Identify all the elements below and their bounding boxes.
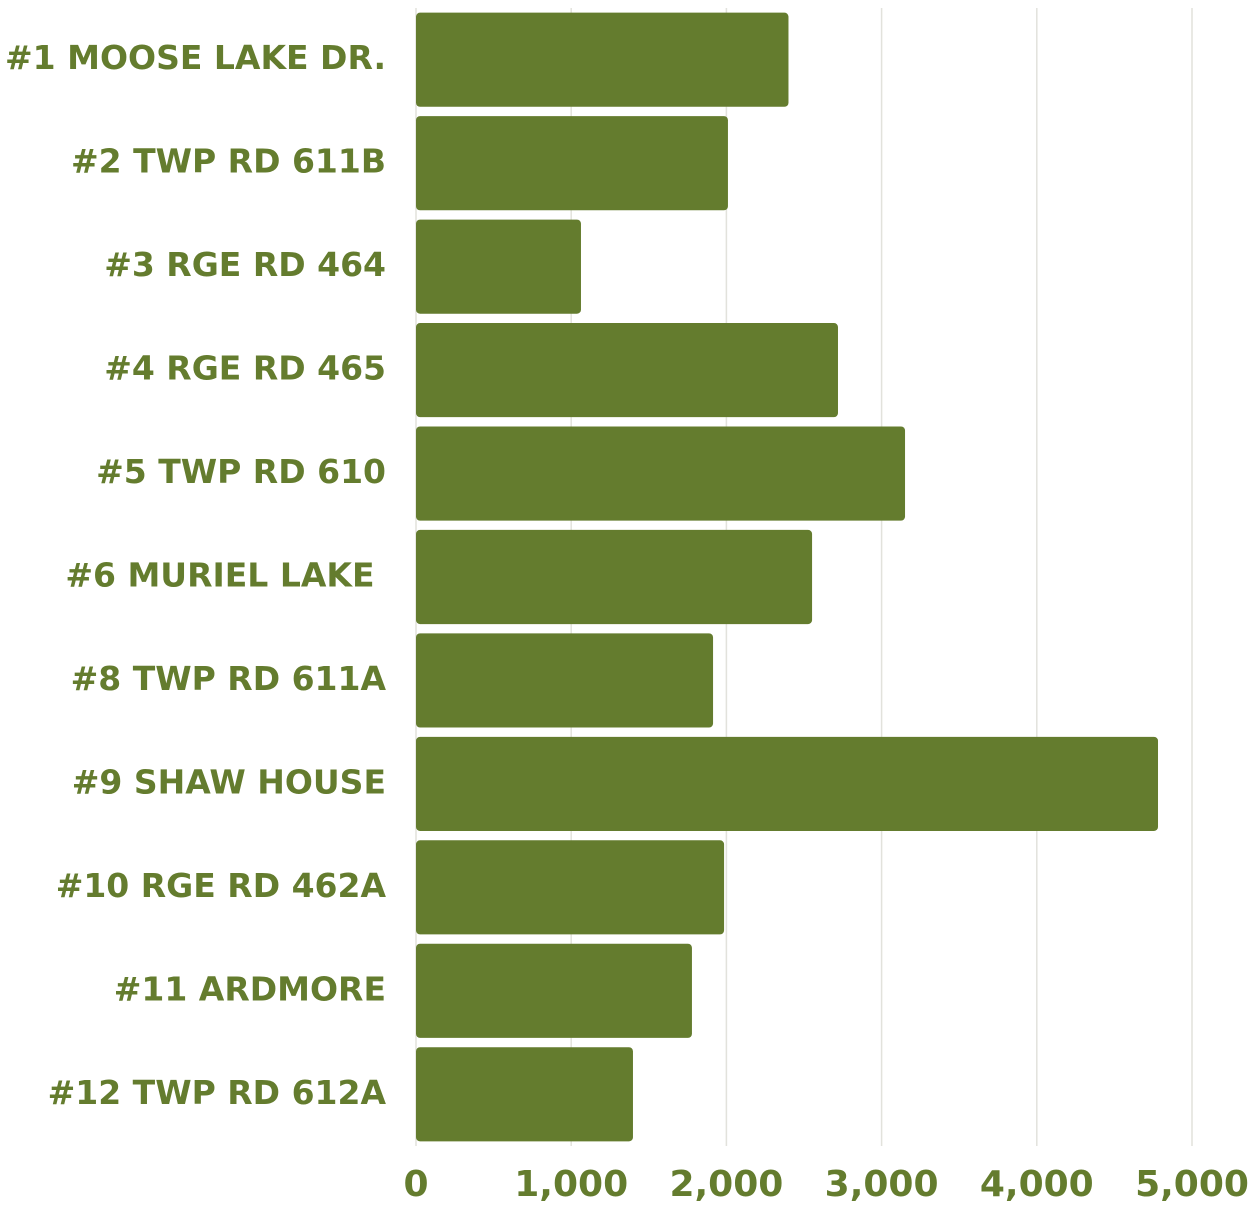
y-tick-label: #2 TWP RD 611B [71,142,386,181]
x-tick-label: 2,000 [669,1164,783,1205]
y-tick-label: #9 SHAW HOUSE [72,762,386,801]
x-tick-label: 0 [403,1164,428,1205]
y-tick-label: #1 MOOSE LAKE DR. [5,38,386,77]
bar [416,633,714,728]
y-tick-label: #6 MURIEL LAKE [65,556,386,595]
y-tick-label: #5 TWP RD 610 [96,452,386,491]
y-tick-label: #4 RGE RD 465 [104,349,386,388]
bar [416,943,692,1038]
bar [416,116,728,211]
x-tick-label: 1,000 [514,1164,628,1205]
bar [416,840,725,935]
bar [416,736,1159,831]
bar [416,426,906,521]
y-tick-label: #3 RGE RD 464 [104,245,386,284]
y-tick-label: #11 ARDMORE [114,969,386,1008]
x-tick-label: 4,000 [980,1164,1094,1205]
x-tick-label: 5,000 [1135,1164,1249,1205]
bar [416,529,813,625]
y-tick-label: #10 RGE RD 462A [56,866,387,905]
bar [416,323,838,418]
bar [416,1047,633,1142]
y-tick-label: #8 TWP RD 611A [71,659,387,698]
bar [416,12,789,107]
bar [416,219,581,314]
y-tick-label: #12 TWP RD 612A [48,1073,387,1112]
x-tick-label: 3,000 [825,1164,939,1205]
